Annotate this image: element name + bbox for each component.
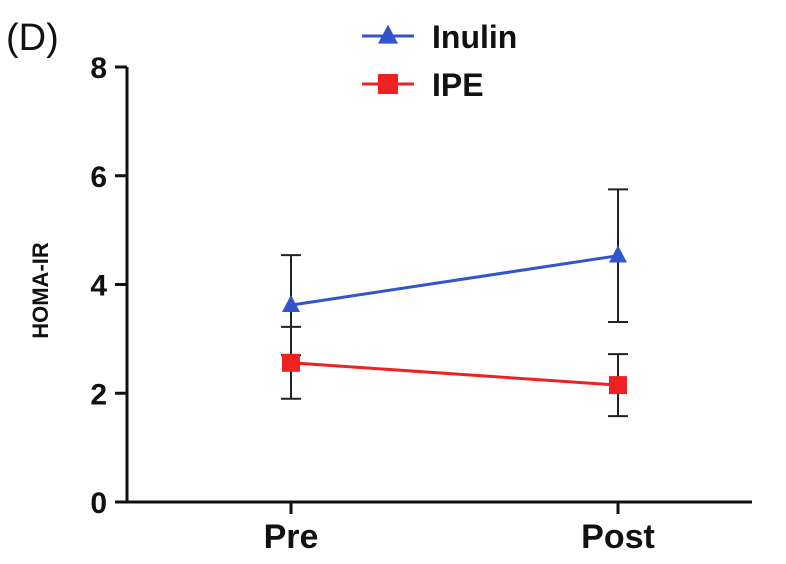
y-tick-label: 6 <box>90 161 107 194</box>
series-markers <box>282 245 627 395</box>
y-tick-label: 8 <box>90 52 107 85</box>
legend-marker-ipe <box>378 74 398 94</box>
y-tick-label: 2 <box>90 378 107 411</box>
series-lines <box>290 254 619 387</box>
y-tick-label: 0 <box>90 487 107 520</box>
x-tick-label-pre: Pre <box>264 518 319 556</box>
data-point-inulin <box>609 245 627 263</box>
data-point-ipe <box>609 376 627 395</box>
legend-marker-inulin <box>378 24 398 44</box>
data-point-ipe <box>282 353 300 372</box>
y-axis-title: HOMA-IR <box>28 242 53 339</box>
axes: 0 2 4 6 8 Pre Post <box>90 52 752 556</box>
series-line-ipe <box>290 361 619 387</box>
x-tick-label-post: Post <box>581 518 655 556</box>
legend: Inulin IPE <box>362 19 517 103</box>
panel-label: (D) <box>6 17 59 59</box>
legend-label-inulin: Inulin <box>432 19 517 55</box>
series-line-inulin <box>290 254 619 307</box>
y-tick-label: 4 <box>90 270 107 303</box>
data-point-inulin <box>282 294 300 313</box>
legend-label-ipe: IPE <box>432 67 484 103</box>
